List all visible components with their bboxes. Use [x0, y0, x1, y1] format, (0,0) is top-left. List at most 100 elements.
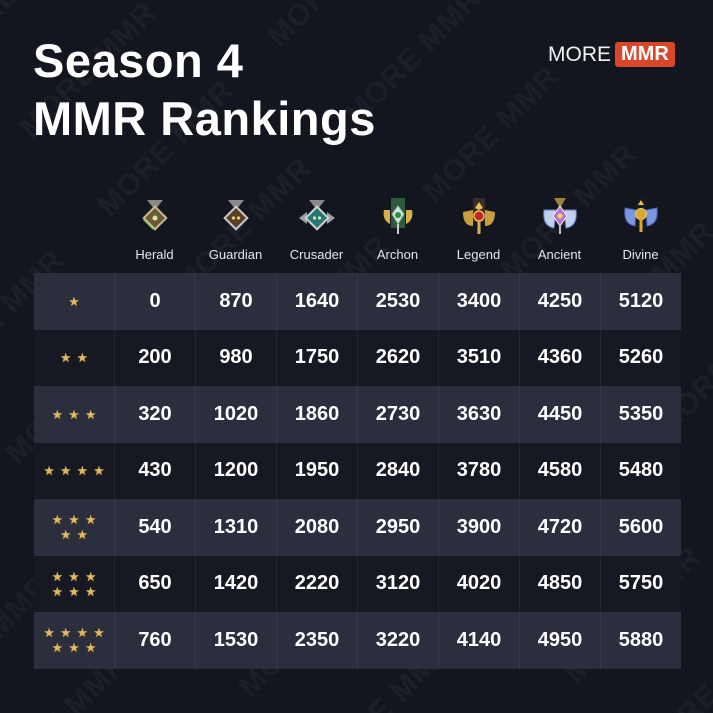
star-icon: ★: [51, 512, 64, 528]
mmr-value-crusader: 1640: [276, 273, 357, 330]
star-icon: ★: [59, 350, 72, 366]
mmr-value-ancient: 4250: [519, 273, 600, 330]
star-icon: ★: [68, 512, 80, 528]
mmr-value-crusader: 1860: [276, 386, 357, 443]
star-icon: ★: [68, 583, 80, 599]
mmr-value-legend: 3630: [438, 386, 519, 443]
star-icon: ★: [59, 463, 72, 479]
star-icon: ★: [51, 640, 64, 656]
star-icon: ★: [43, 625, 55, 641]
mmr-value-guardian: 1420: [195, 555, 276, 612]
table-row: ★ ★ 200 980 1750 2620 3510 4360 5260: [34, 329, 681, 386]
mmr-value-herald: 760: [114, 612, 195, 669]
star-icon: ★: [51, 406, 64, 422]
star-icon: ★: [76, 625, 89, 641]
mmr-value-ancient: 4850: [519, 555, 600, 612]
star-icon: ★: [68, 568, 80, 584]
title-line-2: MMR Rankings: [33, 92, 376, 145]
table-row: ★ ★ ★ ★ ★ ★ 650 1420 2220 3120 4020 4850 5750: [34, 555, 681, 613]
mmr-value-ancient: 4580: [519, 442, 600, 499]
star-icon: ★: [51, 583, 64, 599]
star-icon: ★: [84, 568, 97, 584]
mmr-value-divine: 5120: [600, 273, 681, 330]
star-icon: ★: [93, 625, 105, 641]
mmr-value-divine: 5350: [600, 386, 681, 443]
mmr-value-ancient: 4450: [519, 386, 600, 443]
rank-header-divine: Divine: [600, 196, 681, 262]
star-icon: ★: [68, 640, 80, 656]
star-icon: ★: [59, 625, 72, 641]
rank-label: Crusader: [289, 247, 344, 262]
mmr-value-archon: 3220: [357, 612, 438, 669]
mmr-value-herald: 650: [114, 555, 195, 612]
mmr-value-archon: 2530: [357, 273, 438, 330]
star-icon: ★: [84, 512, 97, 528]
mmr-value-guardian: 870: [195, 273, 276, 330]
rank-header-ancient: Ancient: [519, 196, 600, 262]
more-mmr-logo: MORE MMR: [548, 42, 675, 67]
rank-label: Guardian: [208, 247, 263, 262]
archon-medal-icon: [377, 196, 419, 236]
rank-header-guardian: Guardian: [195, 196, 276, 262]
mmr-value-divine: 5750: [600, 555, 681, 612]
mmr-value-herald: 430: [114, 442, 195, 499]
rank-header-archon: Archon: [357, 196, 438, 262]
mmr-value-ancient: 4360: [519, 329, 600, 386]
mmr-value-herald: 200: [114, 329, 195, 386]
star-icon: ★: [68, 406, 80, 422]
mmr-value-ancient: 4720: [519, 499, 600, 556]
star-icon: ★: [93, 463, 105, 479]
stars-cell: ★ ★ ★ ★ ★: [34, 499, 114, 556]
stars-cell: ★ ★ ★ ★ ★ ★ ★: [34, 612, 114, 669]
mmr-value-legend: 3400: [438, 273, 519, 330]
mmr-value-herald: 0: [114, 273, 195, 330]
watermark-text: MORE MMR: [687, 625, 713, 713]
guardian-medal-icon: [215, 196, 257, 236]
stars-cell: ★: [34, 273, 114, 330]
star-icon: ★: [76, 463, 89, 479]
mmr-table: ★ 0 870 1640 2530 3400 4250 5120 ★ ★ 200 980 1750 262…: [34, 273, 681, 669]
mmr-value-divine: 5260: [600, 329, 681, 386]
rank-label: Archon: [376, 247, 419, 262]
table-row: ★ ★ ★ ★ 430 1200 1950 2840 3780 4580 5480: [34, 442, 681, 500]
table-row: ★ ★ ★ ★ ★ 540 1310 2080 2950 3900 4720 5600: [34, 499, 681, 556]
star-icon: ★: [76, 527, 89, 543]
rank-header-legend: Legend: [438, 196, 519, 262]
mmr-value-divine: 5480: [600, 442, 681, 499]
table-row: ★ 0 870 1640 2530 3400 4250 5120: [34, 273, 681, 330]
rank-label: Herald: [135, 247, 174, 262]
crusader-medal-icon: [296, 196, 338, 236]
mmr-value-guardian: 980: [195, 329, 276, 386]
mmr-value-archon: 3120: [357, 555, 438, 612]
star-icon: ★: [84, 640, 97, 656]
table-row: ★ ★ ★ ★ ★ ★ ★ 760 1530 2350 3220 4140 4950 5880: [34, 612, 681, 669]
watermark-text: MORE MMR: [156, 0, 403, 3]
star-icon: ★: [68, 293, 80, 309]
mmr-value-legend: 3900: [438, 499, 519, 556]
rank-header-herald: Herald: [114, 196, 195, 262]
mmr-value-archon: 2730: [357, 386, 438, 443]
mmr-value-herald: 540: [114, 499, 195, 556]
logo-more-text: MORE: [548, 42, 611, 66]
mmr-value-archon: 2840: [357, 442, 438, 499]
mmr-value-archon: 2950: [357, 499, 438, 556]
mmr-value-guardian: 1530: [195, 612, 276, 669]
rank-label: Ancient: [537, 247, 582, 262]
mmr-value-crusader: 1950: [276, 442, 357, 499]
rank-header-crusader: Crusader: [276, 196, 357, 262]
star-icon: ★: [43, 463, 55, 479]
stars-cell: ★ ★ ★ ★ ★ ★: [34, 556, 114, 613]
legend-medal-icon: [458, 196, 500, 236]
rank-label: Divine: [622, 247, 659, 262]
star-icon: ★: [59, 527, 72, 543]
mmr-value-crusader: 2350: [276, 612, 357, 669]
star-icon: ★: [84, 583, 97, 599]
star-icon: ★: [76, 350, 89, 366]
mmr-value-herald: 320: [114, 386, 195, 443]
mmr-value-archon: 2620: [357, 329, 438, 386]
mmr-value-crusader: 1750: [276, 329, 357, 386]
watermark-text: MORE MMR: [701, 300, 713, 547]
mmr-value-ancient: 4950: [519, 612, 600, 669]
stars-cell: ★ ★ ★ ★: [34, 443, 114, 500]
rank-headers: Herald Guardian Crusader Archon Legend Ancien…: [114, 196, 681, 262]
